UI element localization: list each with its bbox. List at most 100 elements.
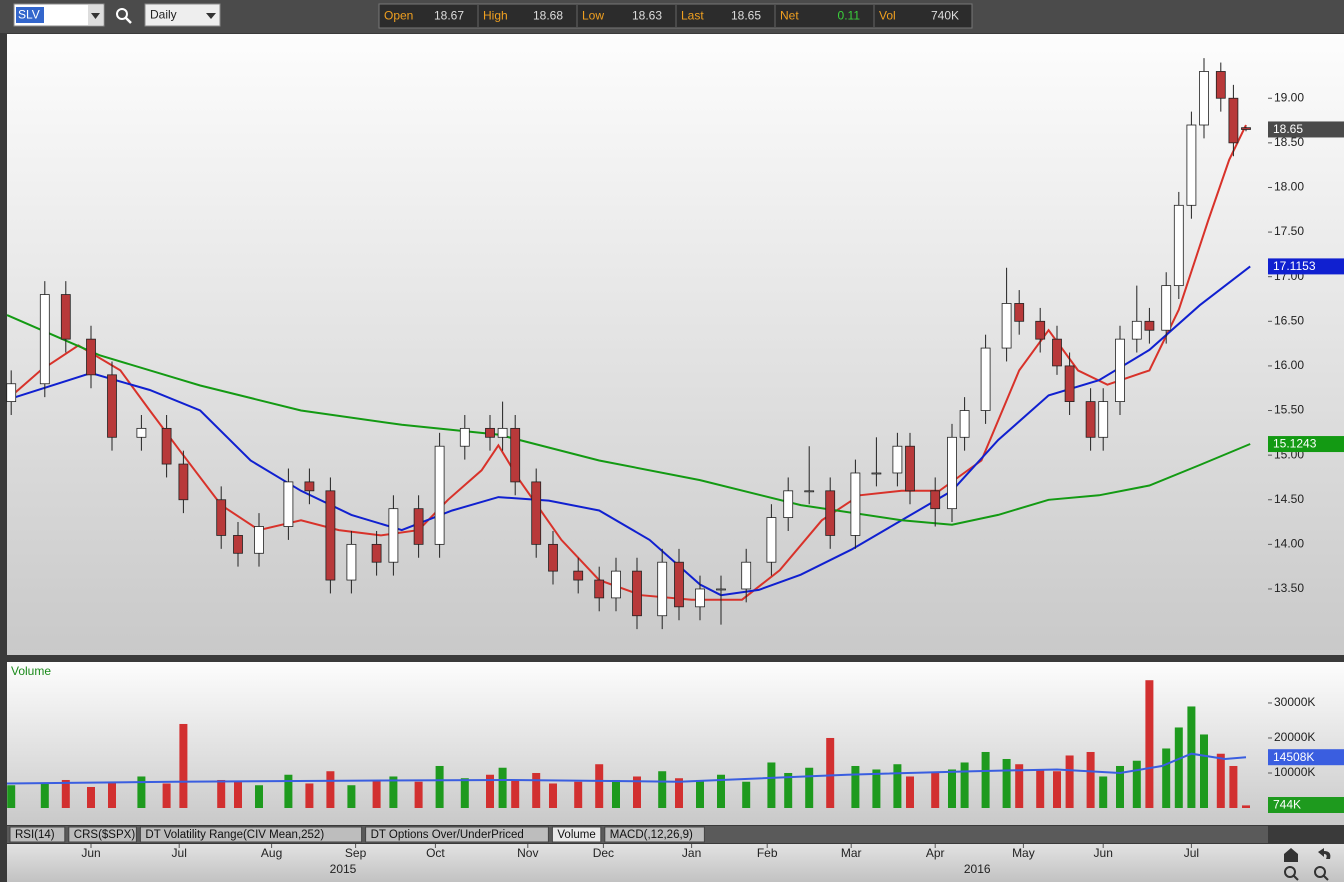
candle-body <box>548 543 558 572</box>
y-tick-label: 18.50 <box>1274 135 1304 149</box>
volume-bar <box>460 778 469 808</box>
y-tick-label: 14.00 <box>1274 537 1304 551</box>
last-value-label: 17.1153 <box>1273 259 1316 273</box>
x-tick-label: Aug <box>261 846 282 860</box>
symbol-highlight <box>16 7 44 23</box>
volume-bar <box>931 772 940 808</box>
candle-body <box>850 472 861 536</box>
candle-body <box>161 427 172 465</box>
y-tick-label: 14.50 <box>1274 492 1304 506</box>
moving-average <box>6 314 1251 526</box>
x-tick-label: Oct <box>426 846 445 860</box>
dropdown-arrow <box>91 13 100 19</box>
volume-bar <box>284 774 293 808</box>
quote-value: 18.65 <box>731 9 761 23</box>
zoom-in-button[interactable] <box>1284 866 1299 881</box>
volume-bar <box>1065 755 1074 808</box>
volume-bar <box>1242 805 1250 808</box>
x-tick-label: Feb <box>757 846 778 860</box>
candle-body <box>304 481 315 492</box>
volume-bar <box>1116 765 1124 808</box>
candle-body <box>611 570 621 599</box>
quote-value: 18.68 <box>533 9 563 23</box>
volume-bar <box>217 779 226 808</box>
volume-bar <box>872 769 881 808</box>
last-price-box <box>1268 121 1344 138</box>
y-tick-label: 30000K <box>1274 695 1315 709</box>
volume-bar <box>851 765 860 808</box>
volume-bar <box>1200 734 1208 808</box>
quote-label: High <box>483 9 508 23</box>
tab-label: CRS($SPX) <box>74 829 136 841</box>
volume-bar <box>108 781 116 808</box>
volume-bar <box>742 781 751 808</box>
volume-bar <box>162 783 171 808</box>
last-price-label: 18.65 <box>1273 122 1303 136</box>
date-axis-panel <box>7 844 1344 882</box>
volume-bar <box>498 767 507 808</box>
volume-bar <box>826 737 835 808</box>
tab[interactable] <box>68 826 137 843</box>
candle-body <box>136 427 147 438</box>
quote-label: Low <box>582 9 604 23</box>
tab[interactable] <box>9 826 66 843</box>
candle-body <box>657 561 668 617</box>
volume-bar <box>1187 706 1196 808</box>
candle-body <box>1014 303 1025 322</box>
volume-bar <box>61 779 70 808</box>
volume-bar <box>414 781 423 808</box>
x-tick-label: Sep <box>345 846 367 860</box>
tab-label: Volume <box>557 829 595 841</box>
candle-body <box>1173 204 1184 287</box>
volume-bar <box>234 781 242 808</box>
tab[interactable] <box>604 826 705 843</box>
candle-body <box>6 383 17 403</box>
candle-body <box>871 472 882 475</box>
quote-value: 0.11 <box>838 9 861 23</box>
x-tick-label: Mar <box>841 846 862 860</box>
candle-body <box>573 570 584 581</box>
zoom-out-button[interactable] <box>1314 866 1329 881</box>
volume-bar <box>948 769 956 808</box>
candle-body <box>485 427 495 438</box>
home-button[interactable] <box>1284 848 1298 862</box>
candle-body <box>1085 401 1096 438</box>
volume-bar <box>1229 765 1238 808</box>
tab[interactable] <box>365 826 549 843</box>
volume-bar <box>1002 758 1011 808</box>
y-tick-label: 16.00 <box>1274 358 1304 372</box>
last-value-box <box>1268 258 1344 275</box>
last-value-box <box>1268 749 1344 766</box>
tab[interactable] <box>551 826 602 843</box>
dropdown-arrow <box>206 13 216 19</box>
volume-bar <box>805 767 814 808</box>
y-tick-label: 18.00 <box>1274 180 1304 194</box>
x-tick-label: Jun <box>1094 846 1113 860</box>
x-tick-label: Jul <box>172 846 187 860</box>
volume-bar <box>40 783 49 808</box>
quote-value: 18.67 <box>434 9 464 23</box>
undo-button[interactable] <box>1318 848 1331 859</box>
volume-bar <box>305 783 314 808</box>
period: Daily <box>150 8 177 22</box>
tab[interactable] <box>139 826 363 843</box>
volume-bar <box>906 776 914 808</box>
candle-body <box>632 570 642 617</box>
search-icon[interactable] <box>116 8 132 24</box>
volume-bar <box>633 776 641 808</box>
period-select[interactable] <box>144 3 221 27</box>
candle-body <box>980 347 991 411</box>
volume-bar <box>372 779 381 808</box>
candle-body <box>1115 338 1125 403</box>
candle-body <box>1001 303 1012 349</box>
candle-body <box>930 490 941 510</box>
volume-bar <box>511 779 520 808</box>
candle-body <box>60 294 71 340</box>
x-tick-label: Jan <box>682 846 701 860</box>
candle-body <box>804 490 815 493</box>
candle-body <box>434 445 445 545</box>
volume-bar <box>574 781 583 808</box>
moving-average <box>6 752 1247 785</box>
x-tick-label: Apr <box>926 846 945 860</box>
